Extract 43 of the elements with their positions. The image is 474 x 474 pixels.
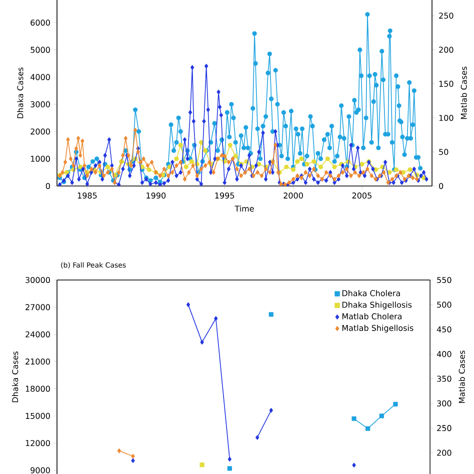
y2-tick-label: 350 <box>437 376 452 382</box>
y2-tick-label: 100 <box>439 114 454 121</box>
legend-label: Dhaka Shigellosis <box>342 302 412 310</box>
y2-tick-label: 300 <box>437 400 452 406</box>
y2-tick-label: 250 <box>439 12 454 19</box>
y2-tick-label: 500 <box>437 302 452 308</box>
y-tick-label: 21000 <box>26 358 50 365</box>
y2-tick-label: 550 <box>437 276 452 284</box>
x-axis-title: Time <box>234 205 254 212</box>
y-tick-label: 12000 <box>26 440 50 446</box>
y2-tick-label: 450 <box>436 326 452 332</box>
legend-label: Matlab Cholera <box>342 313 402 320</box>
y2-tick-label: 50 <box>439 148 448 155</box>
y-axis-title: Dhaka Cases <box>12 351 18 402</box>
y2-tick-label: 200 <box>437 450 452 456</box>
y2-tick-label: 200 <box>439 46 454 53</box>
x-tick-label: 1990 <box>146 192 166 199</box>
x-tick-label: 1985 <box>78 192 97 199</box>
y-tick-label: 4000 <box>30 74 50 80</box>
y-tick-label: 24000 <box>26 331 50 338</box>
x-tick-label: 1995 <box>215 192 234 199</box>
x-tick-label: 2005 <box>352 192 372 199</box>
y-tick-label: 3000 <box>30 101 50 108</box>
y2-axis-title: Matlab Cases <box>460 66 467 119</box>
y-tick-label: 18000 <box>26 386 50 392</box>
y-tick-label: 27000 <box>26 304 50 310</box>
y-tick-label: 1000 <box>30 156 50 162</box>
y-tick-label: 30000 <box>26 276 50 284</box>
y2-tick-label: 250 <box>437 425 452 432</box>
y2-tick-label: 0 <box>439 182 444 190</box>
y-tick-label: 5000 <box>30 46 50 53</box>
y2-tick-label: 400 <box>436 351 452 358</box>
y-tick-label: 0 <box>46 182 50 190</box>
y-axis-title: Dhaka Cases <box>17 67 24 118</box>
legend-label: Dhaka Cholera <box>342 290 400 296</box>
y2-tick-label: 150 <box>439 80 454 87</box>
y2-axis-title: Matlab Cases <box>458 350 465 403</box>
y-tick-label: 15000 <box>26 412 50 419</box>
y-tick-label: 2000 <box>30 128 50 135</box>
legend-label: Matlab Shigellosis <box>342 324 414 332</box>
y-tick-label: 9000 <box>30 467 50 474</box>
x-tick-label: 2000 <box>284 192 303 199</box>
y-tick-label: 6000 <box>30 20 50 26</box>
